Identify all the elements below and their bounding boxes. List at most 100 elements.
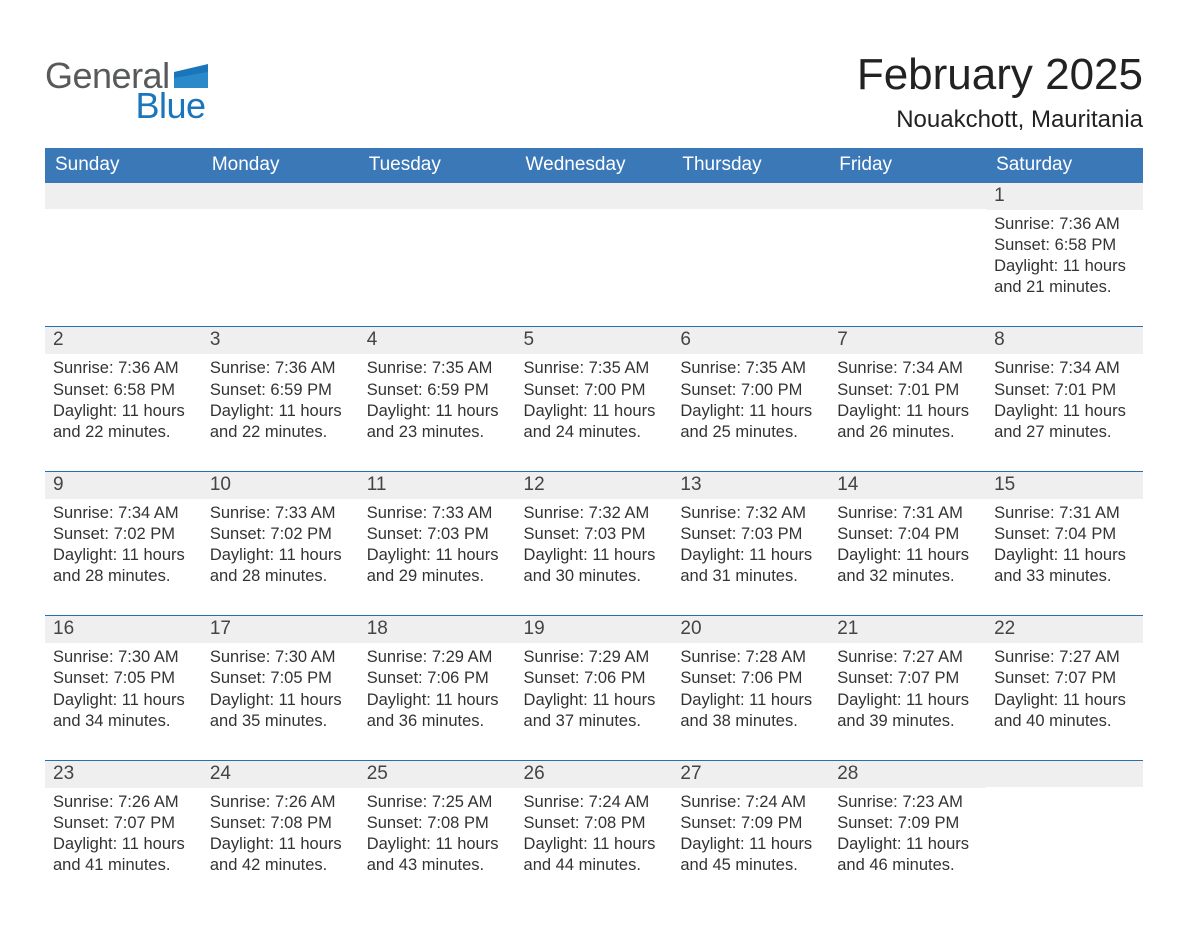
brand-logo: General Blue — [45, 50, 208, 124]
day-number: 27 — [672, 761, 829, 788]
day-number: 22 — [986, 616, 1143, 643]
calendar-empty-cell — [986, 760, 1143, 904]
sunset-line: Sunset: 7:05 PM — [210, 668, 353, 689]
daylight-line: Daylight: 11 hours and 42 minutes. — [210, 834, 353, 876]
sunrise-line: Sunrise: 7:28 AM — [680, 647, 823, 668]
daylight-line: Daylight: 11 hours and 36 minutes. — [367, 690, 510, 732]
logo-word2: Blue — [45, 88, 208, 124]
day-info: Sunrise: 7:35 AMSunset: 6:59 PMDaylight:… — [365, 358, 510, 442]
day-info: Sunrise: 7:30 AMSunset: 7:05 PMDaylight:… — [51, 647, 196, 731]
calendar-week-row: 9Sunrise: 7:34 AMSunset: 7:02 PMDaylight… — [45, 471, 1143, 615]
day-info: Sunrise: 7:27 AMSunset: 7:07 PMDaylight:… — [992, 647, 1137, 731]
day-info: Sunrise: 7:33 AMSunset: 7:03 PMDaylight:… — [365, 503, 510, 587]
calendar-day-cell: 15Sunrise: 7:31 AMSunset: 7:04 PMDayligh… — [986, 471, 1143, 615]
sunset-line: Sunset: 7:07 PM — [53, 813, 196, 834]
day-info: Sunrise: 7:36 AMSunset: 6:59 PMDaylight:… — [208, 358, 353, 442]
calendar-day-cell: 28Sunrise: 7:23 AMSunset: 7:09 PMDayligh… — [829, 760, 986, 904]
day-number: 2 — [45, 327, 202, 354]
calendar-table: SundayMondayTuesdayWednesdayThursdayFrid… — [45, 148, 1143, 904]
day-number: 1 — [986, 183, 1143, 210]
daylight-line: Daylight: 11 hours and 24 minutes. — [524, 401, 667, 443]
calendar-day-cell: 2Sunrise: 7:36 AMSunset: 6:58 PMDaylight… — [45, 327, 202, 471]
sunset-line: Sunset: 7:08 PM — [524, 813, 667, 834]
day-number — [986, 761, 1143, 787]
day-info: Sunrise: 7:26 AMSunset: 7:07 PMDaylight:… — [51, 792, 196, 876]
day-info: Sunrise: 7:25 AMSunset: 7:08 PMDaylight:… — [365, 792, 510, 876]
day-number: 3 — [202, 327, 359, 354]
sunrise-line: Sunrise: 7:34 AM — [994, 358, 1137, 379]
day-number: 20 — [672, 616, 829, 643]
sunset-line: Sunset: 6:59 PM — [367, 380, 510, 401]
sunrise-line: Sunrise: 7:27 AM — [837, 647, 980, 668]
day-number — [45, 183, 202, 209]
day-number: 13 — [672, 472, 829, 499]
calendar-day-cell: 13 Sunrise: 7:32 AMSunset: 7:03 PMDayligh… — [672, 471, 829, 615]
sunrise-line: Sunrise: 7:30 AM — [53, 647, 196, 668]
calendar-day-cell: 1Sunrise: 7:36 AMSunset: 6:58 PMDaylight… — [986, 183, 1143, 327]
sunset-line: Sunset: 6:58 PM — [53, 380, 196, 401]
sunset-line: Sunset: 7:07 PM — [837, 668, 980, 689]
day-number: 23 — [45, 761, 202, 788]
calendar-day-cell: 9Sunrise: 7:34 AMSunset: 7:02 PMDaylight… — [45, 471, 202, 615]
day-number: 17 — [202, 616, 359, 643]
calendar-day-cell: 20Sunrise: 7:28 AMSunset: 7:06 PMDayligh… — [672, 616, 829, 760]
sunset-line: Sunset: 7:01 PM — [994, 380, 1137, 401]
sunrise-line: Sunrise: 7:36 AM — [994, 214, 1137, 235]
daylight-line: Daylight: 11 hours and 34 minutes. — [53, 690, 196, 732]
calendar-empty-cell — [202, 183, 359, 327]
daylight-line: Daylight: 11 hours and 29 minutes. — [367, 545, 510, 587]
day-number: 4 — [359, 327, 516, 354]
day-number: 12 — [516, 472, 673, 499]
sunrise-line: Sunrise: 7:33 AM — [210, 503, 353, 524]
daylight-line: Daylight: 11 hours and 33 minutes. — [994, 545, 1137, 587]
calendar-day-cell: 25Sunrise: 7:25 AMSunset: 7:08 PMDayligh… — [359, 760, 516, 904]
daylight-line: Daylight: 11 hours and 22 minutes. — [53, 401, 196, 443]
calendar-day-cell: 7Sunrise: 7:34 AMSunset: 7:01 PMDaylight… — [829, 327, 986, 471]
sunrise-line: Sunrise: 7:35 AM — [524, 358, 667, 379]
calendar-week-row: 23 Sunrise: 7:26 AMSunset: 7:07 PMDayligh… — [45, 760, 1143, 904]
calendar-week-row: 1Sunrise: 7:36 AMSunset: 6:58 PMDaylight… — [45, 183, 1143, 327]
sunset-line: Sunset: 7:06 PM — [367, 668, 510, 689]
day-info: Sunrise: 7:35 AMSunset: 7:00 PMDaylight:… — [522, 358, 667, 442]
day-number — [829, 183, 986, 209]
calendar-day-cell: 27 Sunrise: 7:24 AMSunset: 7:09 PMDayligh… — [672, 760, 829, 904]
day-info: Sunrise: 7:32 AMSunset: 7:03 PMDaylight:… — [678, 503, 823, 587]
sunrise-line: Sunrise: 7:29 AM — [367, 647, 510, 668]
sunset-line: Sunset: 7:07 PM — [994, 668, 1137, 689]
sunrise-line: Sunrise: 7:31 AM — [994, 503, 1137, 524]
sunset-line: Sunset: 7:08 PM — [367, 813, 510, 834]
sunset-line: Sunset: 7:06 PM — [680, 668, 823, 689]
location-text: Nouakchott, Mauritania — [857, 106, 1143, 134]
day-number: 5 — [516, 327, 673, 354]
calendar-day-cell: 11Sunrise: 7:33 AMSunset: 7:03 PMDayligh… — [359, 471, 516, 615]
day-number: 19 — [516, 616, 673, 643]
sunrise-line: Sunrise: 7:33 AM — [367, 503, 510, 524]
sunset-line: Sunset: 6:59 PM — [210, 380, 353, 401]
day-info: Sunrise: 7:30 AMSunset: 7:05 PMDaylight:… — [208, 647, 353, 731]
daylight-line: Daylight: 11 hours and 37 minutes. — [524, 690, 667, 732]
calendar-page: General Blue February 2025 Nouakchott, M… — [0, 0, 1188, 944]
sunrise-line: Sunrise: 7:29 AM — [524, 647, 667, 668]
day-info: Sunrise: 7:24 AMSunset: 7:09 PMDaylight:… — [678, 792, 823, 876]
sunrise-line: Sunrise: 7:31 AM — [837, 503, 980, 524]
calendar-day-cell: 21Sunrise: 7:27 AMSunset: 7:07 PMDayligh… — [829, 616, 986, 760]
daylight-line: Daylight: 11 hours and 41 minutes. — [53, 834, 196, 876]
daylight-line: Daylight: 11 hours and 35 minutes. — [210, 690, 353, 732]
calendar-empty-cell — [45, 183, 202, 327]
sunset-line: Sunset: 7:02 PM — [53, 524, 196, 545]
sunrise-line: Sunrise: 7:30 AM — [210, 647, 353, 668]
day-info: Sunrise: 7:27 AMSunset: 7:07 PMDaylight:… — [835, 647, 980, 731]
day-info: Sunrise: 7:23 AMSunset: 7:09 PMDaylight:… — [835, 792, 980, 876]
day-info: Sunrise: 7:26 AMSunset: 7:08 PMDaylight:… — [208, 792, 353, 876]
calendar-day-cell: 14Sunrise: 7:31 AMSunset: 7:04 PMDayligh… — [829, 471, 986, 615]
day-info: Sunrise: 7:29 AMSunset: 7:06 PMDaylight:… — [522, 647, 667, 731]
calendar-day-cell: 22 Sunrise: 7:27 AMSunset: 7:07 PMDayligh… — [986, 616, 1143, 760]
sunset-line: Sunset: 7:06 PM — [524, 668, 667, 689]
sunrise-line: Sunrise: 7:25 AM — [367, 792, 510, 813]
day-info: Sunrise: 7:31 AMSunset: 7:04 PMDaylight:… — [992, 503, 1137, 587]
day-info: Sunrise: 7:24 AMSunset: 7:08 PMDaylight:… — [522, 792, 667, 876]
day-number: 9 — [45, 472, 202, 499]
day-number: 14 — [829, 472, 986, 499]
sunrise-line: Sunrise: 7:24 AM — [680, 792, 823, 813]
daylight-line: Daylight: 11 hours and 43 minutes. — [367, 834, 510, 876]
